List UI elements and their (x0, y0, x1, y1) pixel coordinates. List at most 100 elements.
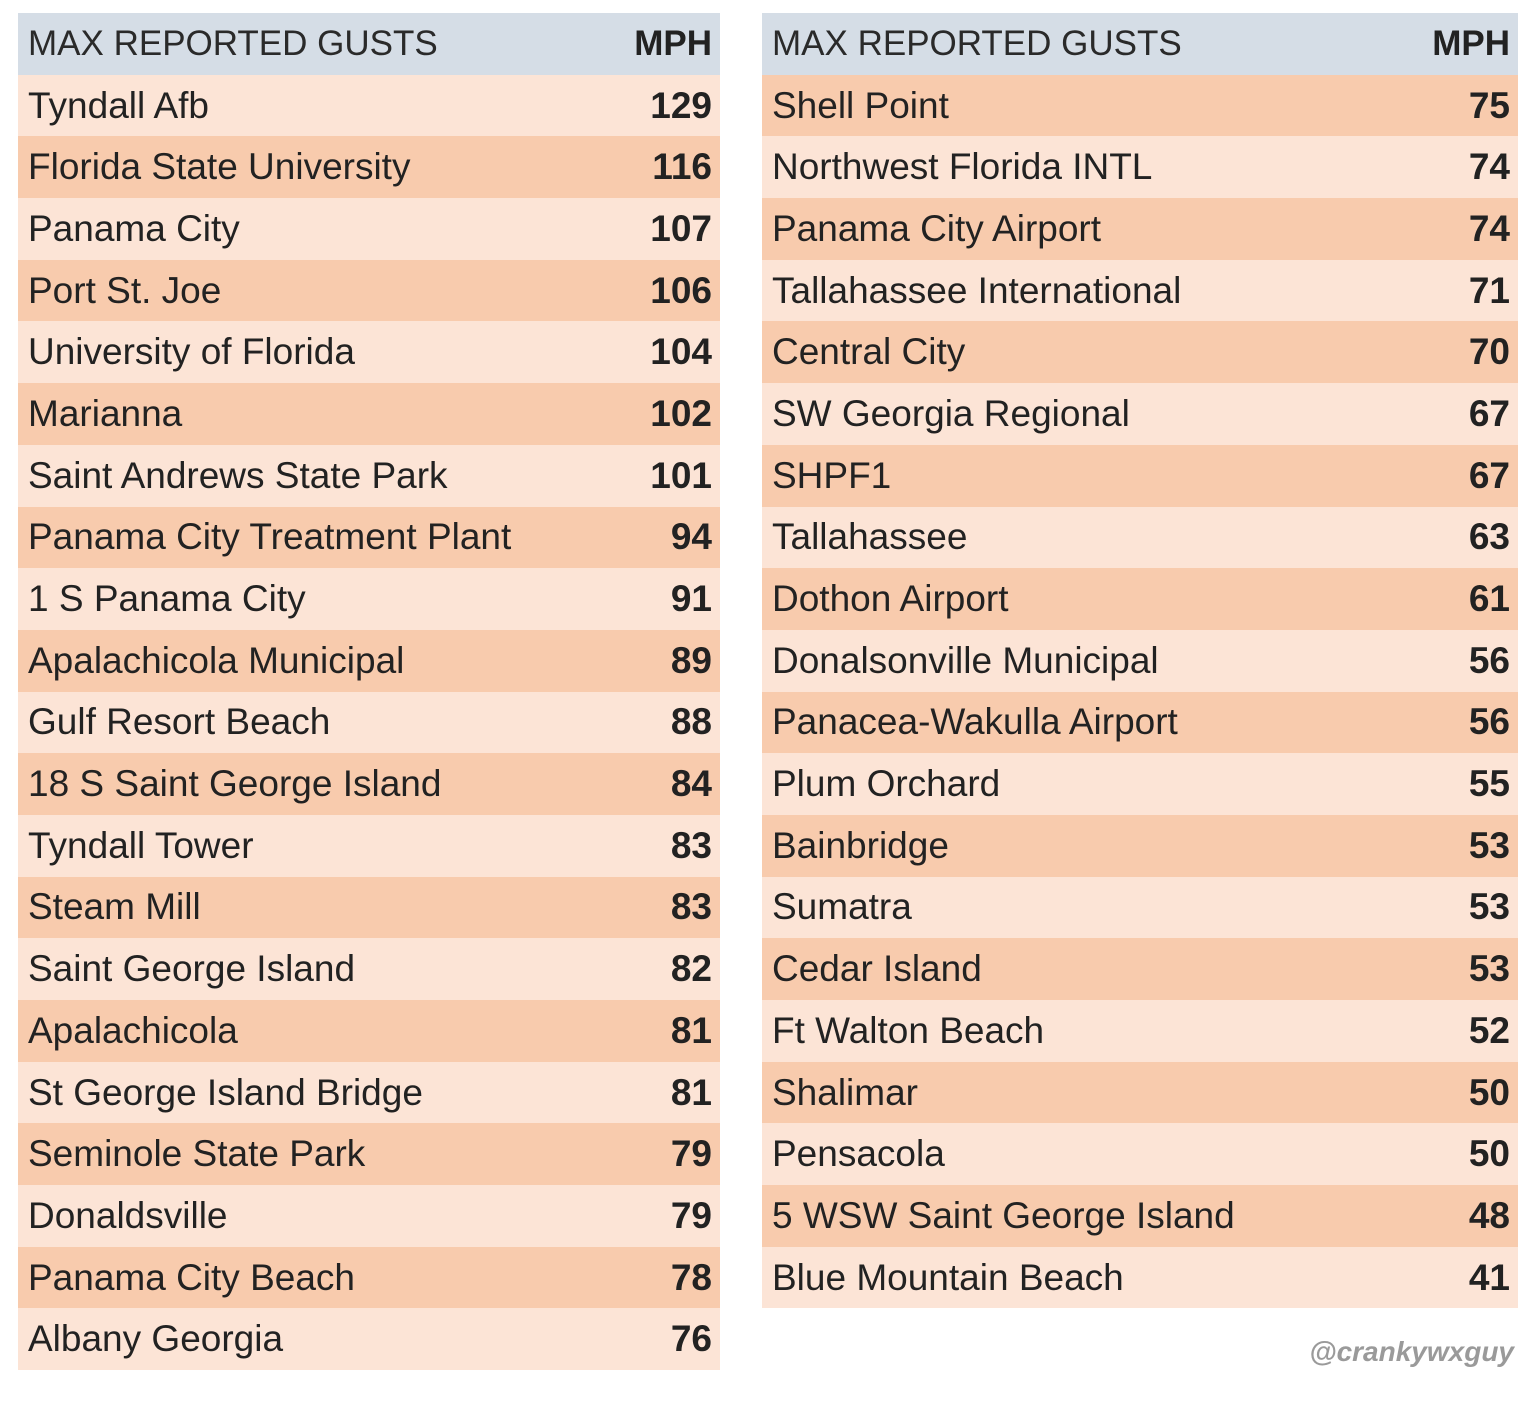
table-row: Sumatra 53 (762, 876, 1518, 939)
location-name: Tallahassee International (772, 269, 1182, 311)
gust-mph: 78 (670, 1256, 712, 1298)
table-header: MAX REPORTED GUSTS MPH (18, 13, 720, 75)
location-name: Steam Mill (28, 886, 201, 928)
gust-mph: 50 (1468, 1071, 1510, 1113)
gust-mph: 101 (650, 454, 712, 496)
gust-mph: 81 (670, 1071, 712, 1113)
gust-mph: 89 (670, 639, 712, 681)
table-row: SHPF1 67 (762, 444, 1518, 507)
table-row: 5 WSW Saint George Island 48 (762, 1185, 1518, 1247)
gust-mph: 91 (670, 578, 712, 620)
location-name: Blue Mountain Beach (772, 1256, 1124, 1298)
table-row: Plum Orchard 55 (762, 753, 1518, 815)
location-name: Gulf Resort Beach (28, 701, 331, 743)
gust-mph: 55 (1468, 763, 1510, 805)
location-name: Northwest Florida INTL (772, 146, 1153, 188)
gust-mph: 79 (670, 1194, 712, 1236)
location-name: Cedar Island (772, 948, 982, 990)
header-unit: MPH (1432, 23, 1510, 63)
table-row: Port St. Joe 106 (18, 259, 720, 322)
table-row: Central City 70 (762, 321, 1518, 384)
gust-mph: 61 (1468, 578, 1510, 620)
gust-mph: 74 (1468, 207, 1510, 249)
table-row: Donalsonville Municipal 56 (762, 629, 1518, 692)
location-name: Panama City Beach (28, 1256, 356, 1298)
gust-mph: 104 (650, 331, 712, 373)
gust-mph: 74 (1468, 146, 1510, 188)
table-row: 1 S Panama City 91 (18, 568, 720, 630)
location-name: Donalsonville Municipal (772, 639, 1159, 681)
gust-mph: 56 (1468, 701, 1510, 743)
location-name: Bainbridge (772, 824, 949, 866)
gusts-table-right: MAX REPORTED GUSTS MPH Shell Point 75 Nort… (762, 13, 1518, 1309)
table-row: Pensacola 50 (762, 1123, 1518, 1186)
gust-mph: 129 (650, 84, 712, 126)
location-name: Apalachicola (28, 1009, 238, 1051)
table-header: MAX REPORTED GUSTS MPH (762, 13, 1518, 75)
location-name: Tyndall Tower (28, 824, 254, 866)
location-name: Panama City Airport (772, 207, 1102, 249)
gust-mph: 84 (670, 763, 712, 805)
location-name: Panama City Treatment Plant (28, 516, 512, 558)
location-name: SHPF1 (772, 454, 892, 496)
location-name: Port St. Joe (28, 269, 222, 311)
gust-mph: 71 (1468, 269, 1510, 311)
location-name: Shell Point (772, 84, 949, 126)
gust-mph: 63 (1468, 516, 1510, 558)
location-name: Florida State University (28, 146, 411, 188)
location-name: Plum Orchard (772, 763, 1001, 805)
gust-mph: 56 (1468, 639, 1510, 681)
gust-mph: 88 (670, 701, 712, 743)
gust-mph: 83 (670, 886, 712, 928)
location-name: Saint George Island (28, 948, 356, 990)
location-name: Marianna (28, 392, 183, 434)
table-row: Panama City Beach 78 (18, 1246, 720, 1309)
location-name: Panacea-Wakulla Airport (772, 701, 1178, 743)
gust-mph: 75 (1468, 84, 1510, 126)
table-row: Panama City 107 (18, 198, 720, 260)
table-row: Gulf Resort Beach 88 (18, 691, 720, 754)
table-row: Shell Point 75 (762, 74, 1518, 137)
header-location: MAX REPORTED GUSTS (772, 23, 1182, 63)
location-name: 18 S Saint George Island (28, 763, 442, 805)
location-name: Tallahassee (772, 516, 968, 558)
location-name: Shalimar (772, 1071, 918, 1113)
gust-mph: 76 (670, 1318, 712, 1360)
table-row: Florida State University 116 (18, 136, 720, 199)
location-name: Sumatra (772, 886, 912, 928)
location-name: Donaldsville (28, 1194, 228, 1236)
location-name: Apalachicola Municipal (28, 639, 405, 681)
table-row: Shalimar 50 (762, 1061, 1518, 1124)
table-row: Northwest Florida INTL 74 (762, 136, 1518, 199)
location-name: SW Georgia Regional (772, 392, 1130, 434)
table-row: Apalachicola Municipal 89 (18, 629, 720, 692)
gust-mph: 53 (1468, 886, 1510, 928)
location-name: 5 WSW Saint George Island (772, 1194, 1235, 1236)
location-name: St George Island Bridge (28, 1071, 423, 1113)
table-row: 18 S Saint George Island 84 (18, 753, 720, 815)
gust-mph: 82 (670, 948, 712, 990)
table-row: Blue Mountain Beach 41 (762, 1246, 1518, 1309)
table-row: Marianna 102 (18, 383, 720, 445)
table-row: Albany Georgia 76 (18, 1308, 720, 1371)
table-row: Bainbridge 53 (762, 814, 1518, 877)
gust-mph: 106 (650, 269, 712, 311)
gust-mph: 53 (1468, 948, 1510, 990)
gust-mph: 81 (670, 1009, 712, 1051)
gust-mph: 50 (1468, 1133, 1510, 1175)
gust-mph: 94 (670, 516, 712, 558)
table-row: Panama City Airport 74 (762, 198, 1518, 260)
table-row: Donaldsville 79 (18, 1185, 720, 1247)
gust-mph: 107 (650, 207, 712, 249)
table-row: Steam Mill 83 (18, 876, 720, 939)
table-row: Ft Walton Beach 52 (762, 1000, 1518, 1062)
table-row: Panama City Treatment Plant 94 (18, 506, 720, 569)
gust-mph: 79 (670, 1133, 712, 1175)
header-unit: MPH (634, 23, 712, 63)
table-row: University of Florida 104 (18, 321, 720, 384)
gust-mph: 83 (670, 824, 712, 866)
location-name: University of Florida (28, 331, 355, 373)
table-row: SW Georgia Regional 67 (762, 383, 1518, 445)
gust-mph: 67 (1468, 392, 1510, 434)
table-row: Dothon Airport 61 (762, 568, 1518, 630)
